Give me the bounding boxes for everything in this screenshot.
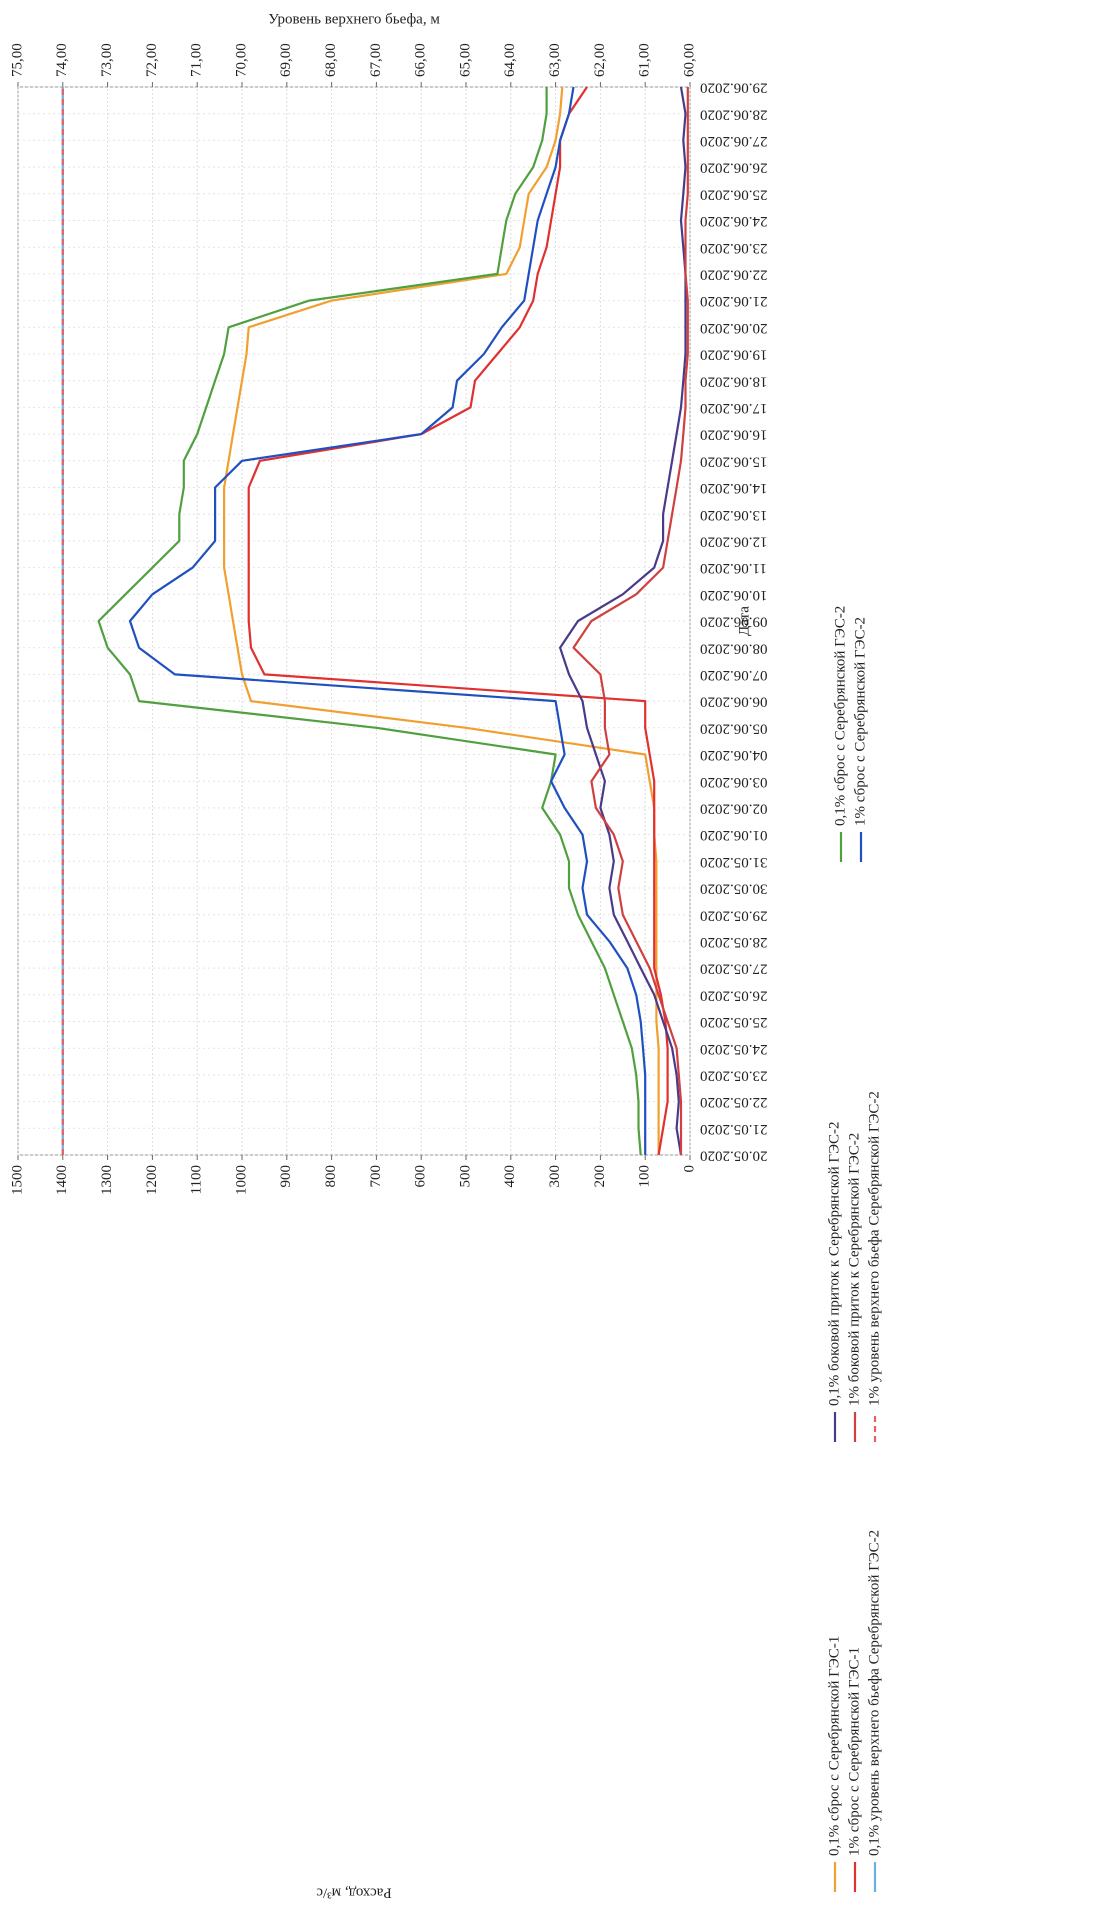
- y-tick-label: 200: [592, 1165, 608, 1188]
- y-tick-label: 100: [637, 1165, 653, 1188]
- y-tick-label: 700: [368, 1165, 384, 1188]
- legend-label: 0,1% сброс с Серебрянской ГЭС-1: [826, 1636, 842, 1856]
- y2-tick-label: 63,00: [547, 43, 563, 77]
- legend-label: 1% сброс с Серебрянской ГЭС-1: [846, 1647, 862, 1856]
- y2-tick-label: 69,00: [278, 43, 294, 77]
- y2-tick-label: 73,00: [99, 43, 115, 77]
- x-tick-label: 28.06.2020: [700, 106, 768, 122]
- y2-tick-label: 74,00: [54, 43, 70, 77]
- x-tick-label: 09.06.2020: [700, 614, 768, 630]
- x-tick-label: 16.06.2020: [700, 427, 768, 443]
- legend-label: 0,1% уровень верхнего бьефа Серебрянской…: [866, 1530, 882, 1856]
- x-tick-label: 22.05.2020: [700, 1094, 768, 1110]
- x-tick-label: 19.06.2020: [700, 347, 768, 363]
- x-tick-label: 18.06.2020: [700, 373, 768, 389]
- x-tick-label: 27.05.2020: [700, 961, 768, 977]
- y-tick-label: 1400: [54, 1165, 70, 1195]
- y-tick-label: 900: [278, 1165, 294, 1188]
- y-tick-label: 800: [323, 1165, 339, 1188]
- y2-tick-label: 70,00: [233, 43, 249, 77]
- legend-label: 1% боковой приток к Серебрянской ГЭС-2: [846, 1133, 862, 1406]
- y2-tick-label: 60,00: [681, 43, 697, 77]
- y-tick-label: 500: [457, 1165, 473, 1188]
- x-tick-label: 10.06.2020: [700, 587, 768, 603]
- series-line: [572, 87, 689, 1155]
- series-line: [247, 86, 669, 1156]
- x-tick-label: 15.06.2020: [700, 453, 768, 469]
- y2-tick-label: 67,00: [368, 43, 384, 77]
- legend-label: 0,1% боковой приток к Серебрянской ГЭС-2: [826, 1122, 842, 1407]
- x-tick-label: 17.06.2020: [700, 400, 768, 416]
- x-tick-label: 08.06.2020: [700, 640, 768, 656]
- x-tick-label: 25.05.2020: [700, 1014, 768, 1030]
- y2-tick-label: 64,00: [502, 43, 518, 77]
- x-axis-title: Дата: [736, 606, 752, 636]
- x-tick-label: 05.06.2020: [700, 720, 768, 736]
- x-tick-label: 13.06.2020: [700, 507, 768, 523]
- x-tick-label: 30.05.2020: [700, 881, 768, 897]
- y2-tick-label: 68,00: [323, 43, 339, 77]
- y2-tick-label: 75,00: [9, 43, 25, 77]
- y-axis-title: Расход, м³/с: [316, 1885, 392, 1901]
- x-tick-label: 12.06.2020: [700, 533, 768, 549]
- y2-tick-label: 72,00: [144, 43, 160, 77]
- x-tick-label: 14.06.2020: [700, 480, 768, 496]
- x-tick-label: 20.06.2020: [700, 320, 768, 336]
- y2-axis-title: Уровень верхнего бьефа, м: [268, 11, 440, 27]
- x-tick-label: 04.06.2020: [700, 747, 768, 763]
- x-tick-label: 07.06.2020: [700, 667, 768, 683]
- x-tick-label: 31.05.2020: [700, 854, 768, 870]
- x-tick-label: 11.06.2020: [700, 560, 767, 576]
- legend-label: 0,1% сброс с Серебрянской ГЭС-2: [832, 606, 848, 826]
- x-tick-label: 02.06.2020: [700, 800, 768, 816]
- y-tick-label: 600: [413, 1165, 429, 1188]
- y2-tick-label: 66,00: [413, 43, 429, 77]
- x-tick-label: 26.05.2020: [700, 987, 768, 1003]
- y-tick-label: 0: [681, 1165, 697, 1173]
- x-tick-label: 21.06.2020: [700, 293, 768, 309]
- y2-tick-label: 65,00: [457, 43, 473, 77]
- y-tick-label: 300: [547, 1165, 563, 1188]
- y-tick-label: 1100: [189, 1165, 205, 1194]
- y-tick-label: 1200: [144, 1165, 160, 1195]
- y-tick-label: 1300: [99, 1165, 115, 1195]
- x-tick-label: 22.06.2020: [700, 266, 768, 282]
- series-line: [128, 86, 647, 1155]
- chart-body: 0 100 200 300 400 500 600 700 800 900 1000 1100 1200…: [9, 11, 882, 1900]
- x-tick-label: 26.06.2020: [700, 160, 768, 176]
- x-tick-label: 23.05.2020: [700, 1067, 768, 1083]
- x-tick-label: 28.05.2020: [700, 934, 768, 950]
- legend-label: 1% уровень верхнего бьефа Серебрянской Г…: [866, 1091, 882, 1406]
- y2-tick-label: 71,00: [189, 43, 205, 77]
- y-tick-label: 400: [502, 1165, 518, 1188]
- y2-tick-label: 62,00: [592, 43, 608, 77]
- x-tick-label: 20.05.2020: [700, 1148, 768, 1164]
- y2-tick-label: 61,00: [637, 43, 653, 77]
- series-line: [97, 87, 642, 1156]
- x-tick-label: 24.05.2020: [700, 1041, 768, 1057]
- x-tick-label: 24.06.2020: [700, 213, 768, 229]
- x-tick-label: 29.05.2020: [700, 907, 768, 923]
- x-tick-label: 01.06.2020: [700, 827, 768, 843]
- x-tick-label: 27.06.2020: [700, 133, 768, 149]
- x-tick-label: 25.06.2020: [700, 186, 768, 202]
- x-tick-label: 23.06.2020: [700, 240, 768, 256]
- legend-label: 1% сброс с Серебрянской ГЭС-2: [852, 617, 868, 826]
- x-tick-label: 06.06.2020: [700, 694, 768, 710]
- x-tick-label: 03.06.2020: [700, 774, 768, 790]
- y-tick-label: 1000: [233, 1165, 249, 1195]
- x-tick-label: 21.05.2020: [700, 1121, 768, 1137]
- y-tick-label: 1500: [9, 1165, 25, 1195]
- x-tick-label: 29.06.2020: [700, 80, 768, 96]
